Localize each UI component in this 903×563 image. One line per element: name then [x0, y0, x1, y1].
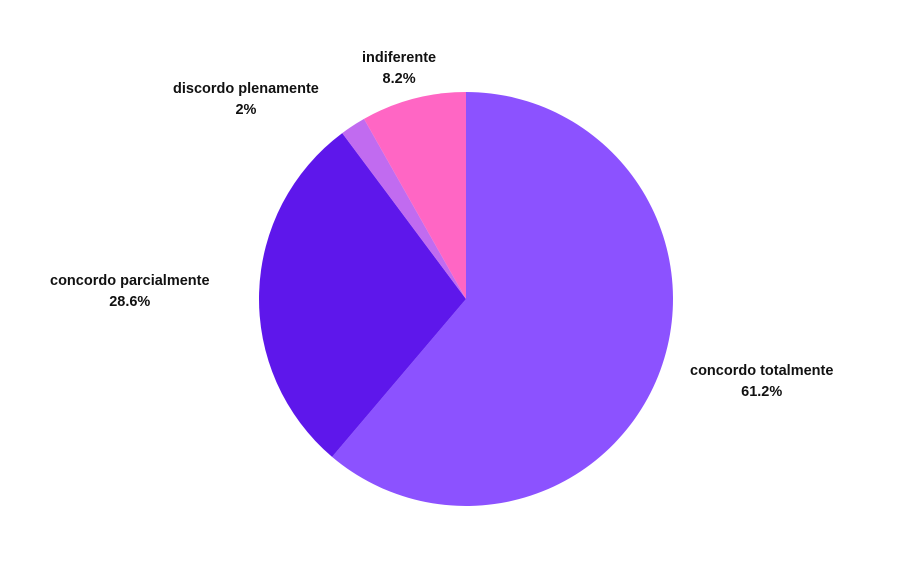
pie-slice-concordo-parcialmente [258, 133, 466, 457]
slice-label-concordo-parcialmente: concordo parcialmente 28.6% [50, 271, 210, 313]
slice-percent: 28.6% [109, 294, 151, 310]
slice-percent: 2% [235, 102, 257, 118]
slice-name: concordo totalmente [690, 363, 834, 379]
slice-label-indiferente: indiferente 8.2% [362, 48, 436, 90]
slice-name: indiferente [362, 50, 437, 66]
slice-percent: 8.2% [382, 71, 416, 87]
slice-percent: 61.2% [741, 384, 783, 400]
pie-slice-concordo-totalmente [332, 92, 673, 507]
pie-slice-indiferente [364, 92, 466, 299]
pie-slice-discordo-plenamente [342, 118, 466, 300]
slice-name: discordo plenamente [173, 81, 319, 97]
slice-label-concordo-totalmente: concordo totalmente 61.2% [690, 361, 833, 403]
slice-label-discordo-plenamente: discordo plenamente 2% [173, 79, 319, 121]
slice-name: concordo parcialmente [50, 273, 210, 289]
